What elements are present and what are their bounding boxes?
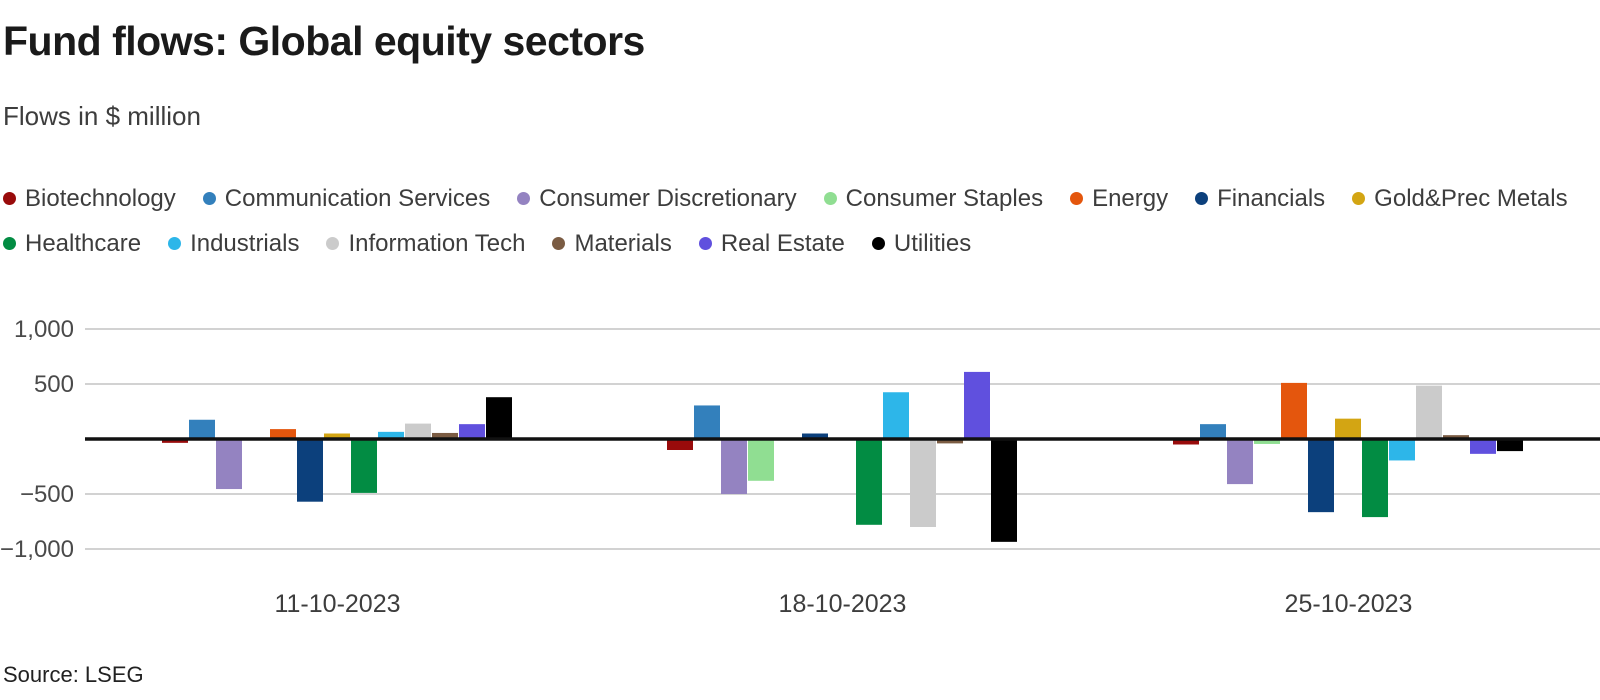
legend-swatch-icon: [698, 237, 712, 250]
page-title: Fund flows: Global equity sectors: [3, 18, 645, 64]
bar-energy: [270, 429, 296, 439]
bar-communication-services: [694, 405, 720, 439]
bar-real-estate: [459, 424, 485, 439]
legend-swatch-icon: [823, 192, 837, 205]
chart-legend: Biotechnology Communication Services Consu…: [3, 176, 1568, 266]
bar-materials: [1443, 435, 1469, 439]
bar-healthcare: [856, 439, 882, 525]
bar-consumer-staples: [1254, 439, 1280, 444]
legend-swatch-icon: [517, 192, 531, 205]
bar-financials: [802, 433, 828, 439]
legend-item-utilities: Utilities: [871, 229, 972, 258]
bar-gold-prec-metals: [1335, 418, 1361, 439]
bar-communication-services: [189, 419, 215, 439]
bar-industrials: [1389, 439, 1415, 461]
bar-communication-services: [1200, 424, 1226, 439]
legend-swatch-icon: [1352, 192, 1366, 205]
legend-swatch-icon: [1195, 192, 1209, 205]
bar-real-estate: [1470, 439, 1496, 454]
bar-information-tech: [1416, 385, 1442, 439]
x-tick-label: 25-10-2023: [1285, 590, 1413, 618]
legend-label: Gold&Prec Metals: [1374, 184, 1568, 212]
bar-industrials: [883, 392, 909, 439]
legend-label: Financials: [1217, 184, 1326, 212]
y-tick-label: 1,000: [14, 316, 74, 343]
legend-item-consumer-discretionary: Consumer Discretionary: [517, 184, 797, 213]
bar-consumer-discretionary: [721, 439, 747, 494]
bar-healthcare: [1362, 439, 1388, 518]
legend-swatch-icon: [552, 237, 566, 250]
legend-label: Information Tech: [348, 229, 526, 257]
legend-label: Consumer Discretionary: [539, 184, 797, 212]
legend-label: Materials: [574, 229, 672, 257]
legend-item-consumer-staples: Consumer Staples: [823, 184, 1044, 213]
legend-item-financials: Financials: [1195, 185, 1325, 213]
x-tick-label: 18-10-2023: [779, 590, 907, 618]
bar-energy: [1281, 382, 1307, 439]
legend-item-gold-prec-metals: Gold&Prec Metals: [1352, 184, 1568, 213]
legend-swatch-icon: [3, 237, 16, 250]
bar-information-tech: [910, 439, 936, 527]
bar-healthcare: [351, 439, 377, 493]
legend-item-industrials: Industrials: [168, 230, 299, 258]
bar-utilities: [1497, 439, 1523, 452]
legend-swatch-icon: [3, 192, 16, 205]
legend-item-energy: Energy: [1070, 185, 1168, 213]
legend-label: Real Estate: [720, 229, 845, 257]
source-note: Source: LSEG: [3, 662, 144, 687]
y-tick-label: −1,000: [0, 536, 74, 563]
legend-label: Healthcare: [25, 229, 142, 257]
legend-row: Healthcare Industrials Information Tech Mat…: [3, 221, 1563, 266]
bar-financials: [297, 439, 323, 502]
legend-label: Communication Services: [224, 184, 491, 212]
bar-biotechnology: [667, 439, 693, 450]
legend-swatch-icon: [326, 237, 340, 250]
legend-item-information-tech: Information Tech: [326, 230, 525, 258]
legend-item-healthcare: Healthcare: [3, 230, 141, 258]
bar-materials: [937, 439, 963, 444]
legend-item-biotechnology: Biotechnology: [3, 185, 176, 213]
bar-biotechnology: [1173, 439, 1199, 445]
legend-swatch-icon: [871, 237, 885, 250]
bar-information-tech: [405, 423, 431, 439]
bar-materials: [432, 432, 458, 439]
legend-label: Consumer Staples: [845, 184, 1044, 212]
legend-item-communication-services: Communication Services: [202, 184, 491, 213]
bar-gold-prec-metals: [324, 433, 350, 439]
x-tick-label: 11-10-2023: [274, 590, 400, 618]
chart-subtitle: Flows in $ million: [3, 101, 201, 131]
bar-utilities: [991, 439, 1017, 542]
bar-consumer-discretionary: [1227, 439, 1253, 485]
bar-utilities: [486, 397, 512, 439]
legend-row: Biotechnology Communication Services Consu…: [3, 176, 1568, 221]
legend-item-materials: Materials: [552, 229, 672, 258]
legend-label: Biotechnology: [25, 184, 176, 212]
legend-label: Energy: [1092, 184, 1169, 212]
bar-real-estate: [964, 371, 990, 439]
legend-swatch-icon: [1070, 192, 1084, 205]
y-tick-label: −500: [20, 481, 74, 508]
bar-consumer-staples: [748, 439, 774, 481]
legend-label: Utilities: [893, 229, 972, 257]
legend-item-real-estate: Real Estate: [698, 229, 845, 258]
bar-industrials: [378, 431, 404, 439]
bar-financials: [1308, 439, 1334, 513]
legend-swatch-icon: [202, 192, 216, 205]
y-tick-label: 500: [34, 371, 74, 398]
legend-label: Industrials: [190, 229, 300, 257]
bar-consumer-discretionary: [216, 439, 242, 490]
legend-swatch-icon: [168, 237, 182, 250]
bar-biotechnology: [162, 439, 188, 443]
